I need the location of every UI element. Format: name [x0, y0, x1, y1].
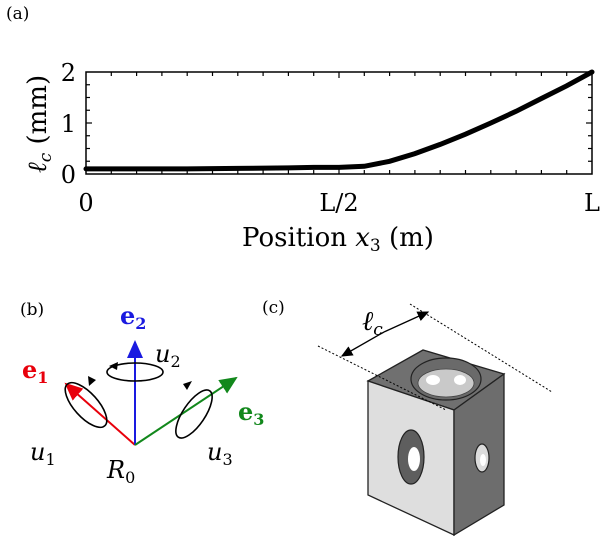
x-tick-label: L/2	[319, 189, 358, 217]
right-hole-window	[480, 454, 486, 466]
rotation-u3	[175, 381, 213, 439]
dimension-label: ℓc	[362, 306, 383, 340]
label-u1: u1	[30, 438, 56, 469]
reference-frame-diagram: e1 e2 e3 u1 u2 u3 R0	[22, 301, 264, 487]
top-hole-window-b	[454, 375, 466, 385]
y-tick-labels: 0 1 2	[61, 59, 76, 189]
panel-label-c: (c)	[262, 298, 285, 318]
length-profile-chart: 0 L/2 L 0 1 2 Position x3 (m) ℓc (mm)	[23, 59, 600, 256]
y-tick-label: 0	[61, 161, 76, 189]
top-hole-inner	[417, 368, 475, 398]
label-origin: R0	[106, 456, 135, 487]
label-e3: e3	[238, 397, 264, 429]
x-tick-label: 0	[78, 189, 93, 217]
y-tick-label: 1	[61, 110, 76, 138]
label-u2: u2	[155, 340, 181, 371]
left-hole-window	[408, 447, 420, 471]
top-hole-window-a	[426, 375, 440, 385]
series-line	[83, 69, 595, 172]
axis-ticks	[86, 72, 592, 174]
rotation-u2	[106, 362, 164, 382]
y-axis-title: ℓc (mm)	[23, 75, 56, 173]
x-tick-labels: 0 L/2 L	[78, 189, 600, 217]
label-e2: e2	[120, 301, 146, 333]
plot-frame	[85, 71, 593, 175]
unit-cell-cube: ℓc	[317, 303, 553, 537]
panel-label-a: (a)	[6, 4, 30, 24]
dimension-arrow-a	[340, 331, 385, 357]
rotation-u1	[64, 376, 108, 429]
y-tick-label: 2	[61, 59, 76, 87]
dimension-arrow-b	[383, 311, 430, 333]
label-u3: u3	[207, 438, 233, 469]
label-e1: e1	[22, 355, 48, 387]
axis-e1	[64, 382, 136, 446]
panel-label-b: (b)	[20, 300, 45, 320]
axis-e3	[134, 376, 238, 446]
x-axis-title: Position x3 (m)	[242, 223, 434, 256]
x-tick-label: L	[584, 189, 600, 217]
